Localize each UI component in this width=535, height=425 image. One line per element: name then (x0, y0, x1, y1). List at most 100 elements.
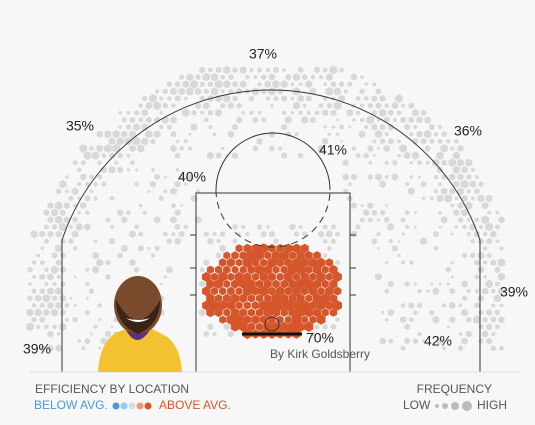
hex (364, 96, 369, 102)
hex (377, 146, 380, 150)
hex (239, 66, 247, 74)
hex (163, 175, 167, 179)
hex (359, 88, 365, 95)
hex (290, 96, 295, 101)
hex (385, 260, 389, 265)
hex (305, 95, 312, 102)
hex (195, 87, 202, 95)
hex (429, 138, 435, 144)
hex (380, 209, 386, 216)
hex (379, 337, 386, 345)
hex (470, 252, 476, 259)
hex (401, 260, 405, 265)
hex (175, 167, 180, 172)
hex (339, 67, 344, 73)
hex (218, 300, 227, 311)
hex (26, 308, 34, 317)
hex (401, 232, 405, 237)
hex (495, 281, 500, 287)
hex (129, 130, 136, 139)
hex (433, 174, 439, 180)
hex (446, 282, 450, 286)
hex (28, 282, 32, 286)
hex (202, 72, 210, 82)
hex (268, 73, 275, 81)
hex (259, 272, 268, 282)
hex (449, 316, 456, 324)
hex (283, 271, 293, 282)
hex (210, 300, 219, 311)
hex (367, 202, 374, 209)
hex (239, 279, 248, 289)
hex (112, 144, 120, 153)
hex (249, 110, 254, 116)
hex (44, 324, 49, 330)
hex (424, 116, 431, 124)
hex (117, 166, 123, 174)
hex (235, 258, 243, 267)
hex (214, 79, 223, 89)
hex (312, 265, 322, 275)
hex (184, 182, 188, 187)
hex (255, 279, 264, 289)
hex (420, 181, 427, 188)
hex (135, 168, 138, 172)
hex (321, 265, 329, 274)
hex (479, 224, 483, 230)
hex (298, 224, 303, 229)
hex (446, 325, 450, 329)
hex (280, 308, 288, 317)
hex (137, 144, 145, 153)
hex (84, 309, 90, 316)
hex (263, 321, 273, 332)
hex (360, 203, 364, 208)
hex (474, 274, 480, 280)
hex (230, 322, 240, 332)
hex (206, 307, 215, 318)
hex (32, 260, 37, 265)
hex (93, 324, 98, 330)
hex (300, 243, 309, 253)
hex (35, 294, 42, 302)
hex (292, 257, 301, 268)
hex (117, 152, 123, 159)
hex (424, 129, 432, 139)
scale-dot (120, 402, 128, 410)
hex (171, 103, 176, 109)
hex (126, 110, 131, 116)
hex (466, 188, 471, 194)
hex (387, 280, 394, 288)
hex (495, 210, 500, 215)
hex (313, 308, 321, 318)
hex (183, 224, 188, 230)
hex (388, 138, 394, 145)
hex (280, 265, 288, 274)
hex (400, 116, 406, 124)
hex (80, 173, 87, 181)
hex (306, 110, 311, 116)
hex (482, 245, 488, 251)
hex (108, 137, 116, 146)
hex (223, 65, 231, 75)
hex (348, 125, 352, 129)
hex (71, 187, 79, 196)
hex (355, 224, 361, 230)
hex (117, 252, 123, 259)
hex (438, 282, 442, 286)
hex (51, 252, 58, 259)
hex (52, 224, 58, 230)
hex (474, 188, 480, 195)
hex (93, 181, 98, 187)
hex (47, 344, 54, 352)
hex (490, 345, 496, 352)
hex (408, 116, 415, 124)
hex (251, 272, 260, 281)
hex (404, 123, 410, 131)
hex (154, 245, 160, 252)
hex (126, 153, 131, 158)
hex (373, 153, 376, 158)
hex (68, 238, 74, 245)
hex (231, 265, 239, 274)
hex (158, 195, 164, 201)
lane-marks (190, 234, 356, 296)
